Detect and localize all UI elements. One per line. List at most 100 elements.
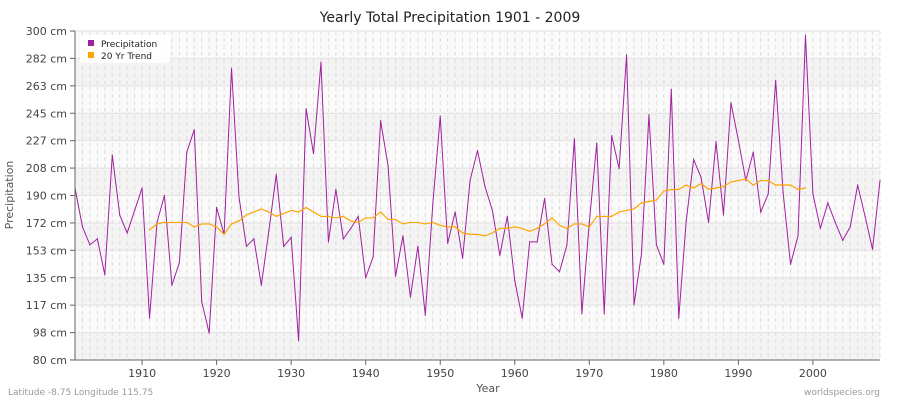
- trend-point: [670, 188, 672, 191]
- trend-point: [521, 227, 523, 229]
- trend-point: [767, 179, 769, 182]
- precipitation-point: [864, 215, 866, 218]
- precipitation-point: [670, 88, 672, 90]
- precipitation-point: [625, 54, 628, 56]
- precipitation-point: [111, 154, 113, 156]
- trend-point: [327, 215, 330, 218]
- precipitation-point: [566, 244, 568, 246]
- precipitation-point: [365, 277, 367, 279]
- trend-point: [566, 227, 568, 229]
- precipitation-point: [81, 226, 84, 228]
- trend-point: [678, 188, 680, 191]
- x-tick-label: 1970: [575, 367, 603, 380]
- precipitation-point: [730, 102, 732, 104]
- precipitation-point: [819, 227, 821, 229]
- precipitation-point: [804, 34, 807, 37]
- y-tick-label: 263 cm: [26, 80, 67, 93]
- trend-point: [625, 209, 628, 212]
- trend-point: [685, 184, 687, 186]
- precipitation-point: [201, 301, 203, 303]
- x-tick-label: 1960: [501, 367, 529, 380]
- precipitation-point: [275, 173, 277, 176]
- trend-point: [596, 215, 598, 218]
- precipitation-point: [633, 304, 635, 306]
- precipitation-point: [596, 142, 598, 144]
- footer-location: Latitude -8.75 Longitude 115.75: [8, 388, 153, 398]
- trend-point: [775, 184, 777, 186]
- precipitation-point: [871, 248, 874, 250]
- trend-point: [640, 202, 643, 204]
- precipitation-point: [417, 245, 419, 247]
- trend-point: [335, 217, 337, 219]
- precipitation-point: [491, 209, 494, 212]
- precipitation-point: [447, 242, 449, 244]
- precipitation-point: [193, 129, 195, 131]
- precipitation-point: [245, 245, 248, 247]
- precipitation-point: [685, 220, 687, 222]
- trend-point: [447, 226, 449, 228]
- trend-point: [178, 221, 180, 224]
- y-tick-label: 208 cm: [26, 162, 67, 175]
- trend-point: [424, 223, 426, 225]
- precipitation-point: [514, 280, 516, 282]
- x-tick-label: 1990: [724, 367, 752, 380]
- precipitation-point: [238, 196, 240, 198]
- trend-point: [476, 233, 479, 235]
- precipitation-point: [722, 214, 725, 216]
- trend-point: [372, 217, 374, 219]
- trend-point: [551, 217, 553, 219]
- precipitation-point: [372, 256, 374, 258]
- precipitation-point: [260, 284, 262, 286]
- y-tick-label: 153 cm: [26, 244, 67, 257]
- y-tick-label: 80 cm: [33, 354, 67, 367]
- precipitation-point: [89, 244, 91, 246]
- precipitation-point: [357, 215, 359, 218]
- precipitation-point: [387, 164, 389, 167]
- trend-point: [156, 223, 158, 225]
- precipitation-point: [879, 179, 881, 182]
- trend-point: [171, 221, 173, 224]
- trend-point: [454, 226, 456, 228]
- trend-point: [543, 223, 546, 225]
- precipitation-point: [499, 254, 501, 256]
- trend-point: [312, 211, 315, 213]
- precipitation-point: [678, 317, 680, 319]
- precipitation-point: [857, 184, 859, 186]
- trend-point: [230, 223, 233, 225]
- trend-point: [588, 226, 590, 228]
- precipitation-point: [327, 241, 330, 243]
- precipitation-point: [290, 236, 292, 238]
- trend-point: [305, 206, 307, 209]
- precipitation-point: [298, 339, 300, 342]
- precipitation-point: [469, 179, 471, 182]
- trend-point: [789, 184, 792, 186]
- precipitation-point: [834, 221, 836, 224]
- trend-point: [409, 221, 412, 224]
- precipitation-point: [648, 114, 650, 116]
- precipitation-point: [640, 253, 643, 255]
- precipitation-point: [134, 209, 136, 212]
- precipitation-point: [432, 203, 434, 206]
- trend-point: [529, 230, 531, 232]
- x-tick-label: 1940: [352, 367, 380, 380]
- precipitation-point: [454, 211, 456, 213]
- precipitation-point: [380, 120, 382, 122]
- precipitation-point: [148, 317, 151, 319]
- precipitation-point: [461, 257, 464, 259]
- precipitation-point: [521, 317, 523, 319]
- y-tick-label: 190 cm: [26, 190, 67, 203]
- trend-point: [201, 223, 203, 225]
- trend-point: [283, 212, 285, 215]
- trend-point: [208, 223, 210, 225]
- y-tick-label: 227 cm: [26, 135, 67, 148]
- trend-point: [380, 211, 382, 213]
- trend-point: [491, 232, 494, 234]
- trend-point: [417, 221, 419, 224]
- y-tick-label: 282 cm: [26, 52, 67, 65]
- precipitation-point: [767, 193, 769, 195]
- footer-source: worldspecies.org: [804, 388, 880, 398]
- trend-point: [245, 214, 248, 216]
- precipitation-point: [283, 245, 285, 247]
- precipitation-point: [588, 221, 590, 224]
- precipitation-point: [402, 235, 404, 237]
